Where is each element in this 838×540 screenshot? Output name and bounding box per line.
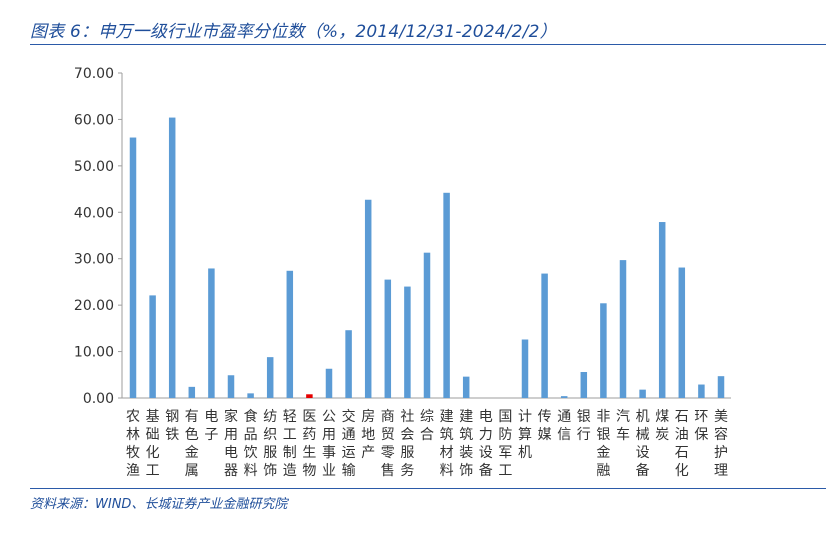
bar xyxy=(364,199,372,398)
category-label: 建筑装饰 xyxy=(459,409,473,479)
bar xyxy=(580,372,588,398)
y-tick-label: 0.00 xyxy=(83,391,114,407)
category-label: 环保 xyxy=(694,409,708,443)
category-label: 钢铁 xyxy=(165,409,179,443)
category-labels: 农林牧渔基础化工钢铁有色金属电子家用电器食品饮料纺织服饰轻工制造医药生物公用事业… xyxy=(126,408,728,479)
category-label: 综合 xyxy=(420,409,434,443)
category-label: 医药生物 xyxy=(302,409,316,479)
bar xyxy=(129,137,137,399)
bar xyxy=(560,396,568,398)
category-label: 交通运输 xyxy=(342,408,356,479)
bar xyxy=(384,279,392,398)
bar xyxy=(325,368,333,398)
category-label: 公用事业 xyxy=(322,409,336,479)
bar xyxy=(443,192,450,398)
category-label: 房地产 xyxy=(361,409,375,461)
bar xyxy=(149,295,156,398)
category-label: 通信 xyxy=(557,409,571,443)
category-label: 机械设备 xyxy=(636,409,650,479)
category-label: 汽车 xyxy=(616,409,630,443)
bar xyxy=(286,270,294,398)
category-label: 建筑材料 xyxy=(440,409,454,479)
category-label: 农林牧渔 xyxy=(126,409,140,479)
bar xyxy=(168,117,176,399)
bar xyxy=(521,339,529,398)
bar xyxy=(404,286,411,398)
bar xyxy=(247,393,254,398)
category-label: 石油石化 xyxy=(675,409,689,479)
y-tick-label: 20.00 xyxy=(74,298,114,314)
bar xyxy=(600,303,607,398)
bar xyxy=(345,330,352,398)
category-label: 非银金融 xyxy=(596,409,610,479)
category-label: 食品饮料 xyxy=(244,408,258,479)
bar xyxy=(698,384,705,398)
bar xyxy=(208,268,215,398)
chart-bars xyxy=(129,117,725,399)
chart-title: 图表 6：申万一级行业市盈率分位数（%，2014/12/31-2024/2/2） xyxy=(30,22,557,42)
category-label: 美容护理 xyxy=(714,409,728,479)
source-note: 资料来源：WIND、长城证券产业金融研究院 xyxy=(30,497,288,512)
y-tick-label: 70.00 xyxy=(74,66,114,82)
category-label: 电子 xyxy=(204,409,218,443)
y-tick-label: 10.00 xyxy=(74,345,114,361)
bar xyxy=(266,357,274,398)
bar xyxy=(639,389,646,398)
bar xyxy=(227,375,235,398)
category-label: 轻工制造 xyxy=(283,409,297,479)
bar xyxy=(306,394,313,398)
bar xyxy=(619,260,627,398)
title-divider xyxy=(30,44,826,45)
category-label: 银行 xyxy=(577,409,591,443)
category-label: 计算机 xyxy=(518,409,532,461)
category-label: 有色金属 xyxy=(185,409,199,479)
category-label: 传媒 xyxy=(538,409,552,443)
bar xyxy=(678,267,686,398)
y-tick-label: 50.00 xyxy=(74,159,114,175)
category-label: 基础化工 xyxy=(146,408,160,479)
chart-axes: 0.00 10.00 20.00 30.00 40.00 50.00 60.00 70.00 xyxy=(74,66,731,407)
footer-divider xyxy=(30,488,826,489)
bar xyxy=(188,386,196,398)
category-label: 家用电器 xyxy=(224,408,238,479)
category-label: 国防军工 xyxy=(498,409,512,479)
bar xyxy=(658,222,666,398)
category-label: 社会服务 xyxy=(400,409,414,479)
category-label: 煤炭 xyxy=(655,409,669,443)
y-tick-label: 30.00 xyxy=(74,252,114,268)
bar xyxy=(541,273,548,398)
category-label: 商贸零售 xyxy=(381,409,395,479)
bar xyxy=(717,376,725,398)
bar xyxy=(423,252,431,398)
category-label: 电力设备 xyxy=(479,409,493,479)
y-tick-label: 40.00 xyxy=(74,205,114,221)
y-tick-label: 60.00 xyxy=(74,112,114,128)
category-label: 纺织服饰 xyxy=(263,409,277,479)
bar xyxy=(462,376,470,398)
